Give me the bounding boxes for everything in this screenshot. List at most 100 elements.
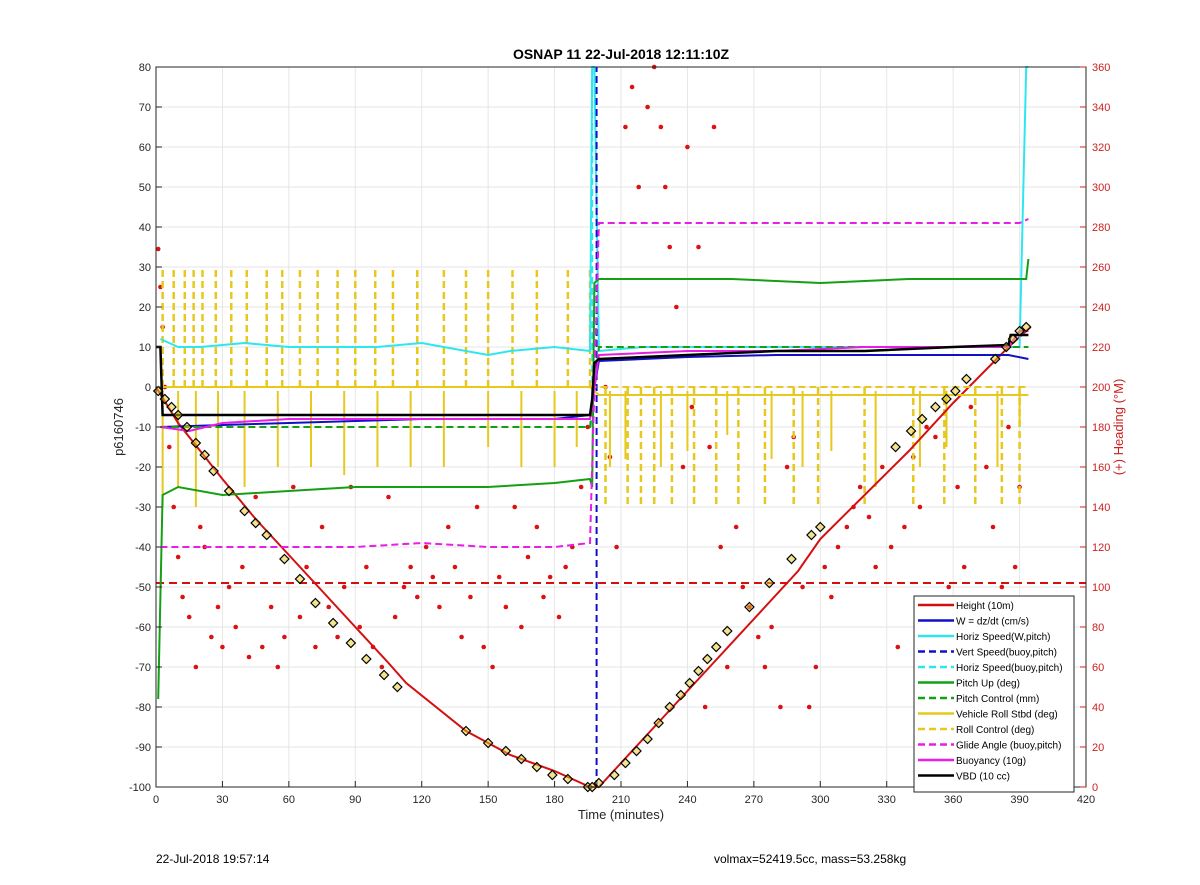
- vbd-marker: [166, 401, 177, 413]
- heading-point: [155, 246, 161, 252]
- heading-point: [226, 584, 232, 590]
- y-tick-label: -80: [135, 702, 151, 714]
- vbd-marker: [500, 745, 512, 757]
- heading-point: [430, 574, 436, 580]
- x-tick-label: 300: [811, 794, 829, 806]
- y-axis-label: p6160746: [111, 398, 126, 456]
- heading-point: [437, 604, 442, 610]
- series-glide-angle-buoy-pitch: [160, 218, 1029, 548]
- heading-point: [275, 664, 281, 670]
- heading-point: [534, 524, 540, 530]
- heading-point: [401, 584, 407, 590]
- heading-point: [800, 584, 805, 590]
- heading-point: [1006, 424, 1011, 430]
- series-vbd-10-cc: [156, 333, 1029, 417]
- heading-point: [445, 524, 451, 530]
- vbd-marker: [159, 393, 171, 405]
- heading-point: [175, 554, 181, 560]
- heading-point: [674, 304, 679, 310]
- y-tick-label: 50: [139, 182, 151, 194]
- heading-point: [629, 84, 635, 90]
- y-tick-label: 30: [139, 262, 151, 274]
- heading-point: [857, 484, 863, 490]
- vbd-marker: [378, 669, 390, 681]
- heading-point: [233, 624, 239, 630]
- heading-point: [696, 244, 701, 250]
- heading-point: [193, 664, 199, 670]
- heading-point: [711, 124, 717, 130]
- heading-point: [806, 704, 812, 710]
- heading-point: [423, 544, 429, 550]
- vbd-marker: [806, 529, 817, 541]
- legend-entry: Horiz Speed(buoy,pitch): [956, 663, 1063, 674]
- heading-point: [547, 574, 553, 580]
- x-tick-label: 420: [1077, 794, 1095, 806]
- heading-point: [822, 564, 828, 570]
- heading-point: [784, 464, 790, 470]
- heading-point: [171, 504, 177, 510]
- heading-point: [933, 434, 938, 440]
- vbd-marker: [653, 717, 664, 729]
- x-axis-label: Time (minutes): [578, 807, 664, 822]
- y2-tick-label: 140: [1092, 502, 1110, 514]
- vbd-marker: [989, 353, 1001, 365]
- heading-point: [326, 604, 332, 610]
- y-tick-label: 40: [139, 222, 151, 234]
- vbd-marker: [199, 449, 211, 461]
- x-tick-label: 390: [1010, 794, 1028, 806]
- vbd-marker: [345, 637, 357, 649]
- vbd-marker: [361, 653, 372, 665]
- vbd-marker: [327, 617, 339, 629]
- vbd-marker: [721, 625, 733, 637]
- x-tick-label: 90: [349, 794, 361, 806]
- x-tick-label: 30: [216, 794, 228, 806]
- y-tick-label: -70: [135, 662, 151, 674]
- heading-point: [658, 124, 664, 130]
- y2-tick-label: 40: [1092, 702, 1104, 714]
- heading-point: [955, 484, 960, 490]
- heading-point: [984, 464, 989, 470]
- vbd-marker: [223, 485, 235, 497]
- vbd-marker: [710, 641, 722, 653]
- vbd-marker: [941, 393, 952, 405]
- vbd-marker: [208, 465, 219, 477]
- heading-point: [481, 644, 487, 650]
- y-tick-label: -90: [135, 742, 151, 754]
- heading-point: [999, 584, 1005, 590]
- heading-point: [246, 654, 252, 660]
- vbd-marker: [1000, 341, 1012, 353]
- heading-point: [304, 564, 309, 570]
- heading-point: [623, 124, 628, 130]
- heading-point: [268, 604, 274, 610]
- legend-entry: Vert Speed(buoy,pitch): [956, 648, 1057, 659]
- heading-point: [946, 584, 952, 590]
- vbd-marker: [642, 733, 653, 745]
- heading-point: [740, 584, 746, 590]
- x-tick-label: 150: [479, 794, 497, 806]
- heading-point: [563, 564, 568, 570]
- y2-tick-label: 80: [1092, 622, 1104, 634]
- heading-point: [379, 664, 385, 670]
- vbd-marker: [693, 665, 704, 677]
- x-tick-label: 240: [678, 794, 696, 806]
- vbd-marker: [764, 577, 775, 589]
- heading-point: [240, 564, 245, 570]
- y2-tick-label: 120: [1092, 542, 1110, 554]
- y2-tick-label: 320: [1092, 142, 1110, 154]
- vbd-marker: [961, 373, 972, 385]
- heading-point: [702, 704, 708, 710]
- heading-point: [924, 424, 929, 430]
- y2-tick-label: 0: [1092, 782, 1098, 794]
- vbd-marker: [609, 769, 620, 781]
- y-tick-label: 60: [139, 142, 151, 154]
- vbd-marker: [814, 521, 826, 533]
- vbd-marker: [547, 769, 558, 781]
- heading-point: [297, 614, 303, 620]
- heading-point: [844, 524, 850, 530]
- y2-tick-label: 180: [1092, 422, 1110, 434]
- vbd-marker: [482, 737, 494, 749]
- heading-point: [813, 664, 819, 670]
- vbd-marker: [172, 409, 184, 421]
- y2-tick-label: 360: [1092, 62, 1110, 74]
- heading-point: [685, 144, 690, 150]
